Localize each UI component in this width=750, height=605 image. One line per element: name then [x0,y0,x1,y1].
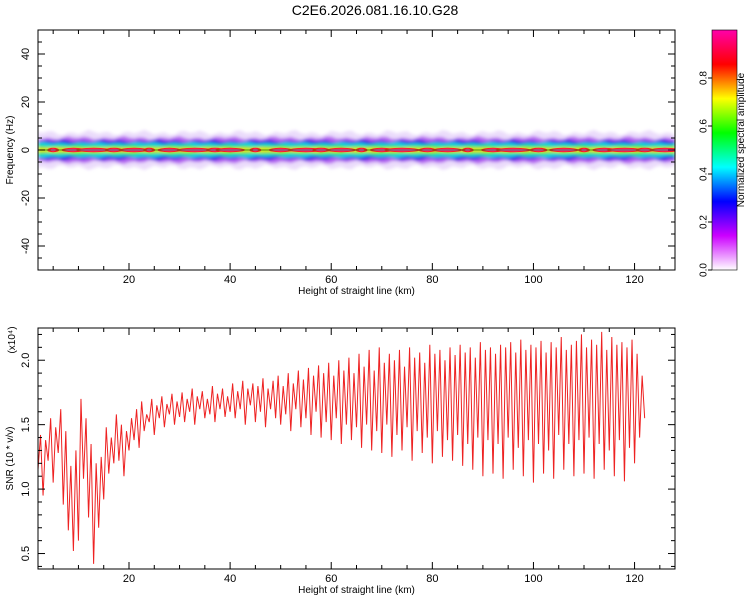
snr-y-ticks: 0.5 1.0 1.5 2.0 [20,333,675,567]
colorbar-tick-label: 0.0 [699,263,710,277]
x-tick-label: 100 [524,274,542,286]
snr-frame [37,327,676,570]
spectrogram-x-ticks: 20 40 60 80 100 120 [52,30,661,286]
snr-x-axis-label: Height of straight line (km) [298,585,415,596]
x-tick-label: 20 [123,274,135,286]
spectrogram-y-axis-label: Frequency (Hz) [5,116,16,185]
colorbar-tick-label: 0.2 [699,215,710,229]
colorbar-label: Normalized spectral amplitude [736,72,747,207]
y-tick-label: 0.5 [20,546,32,561]
snr-y-multiplier: (x10⁴) [7,326,18,353]
y-tick-label: 20 [20,96,32,108]
colorbar-ticks: 0.0 0.2 0.4 0.6 0.8 [699,71,712,277]
spectrogram-y-ticks: -40 -20 0 20 40 [20,29,675,271]
x-tick-label: 80 [426,573,438,585]
spectrogram-heatmap [38,129,675,171]
x-tick-label: 120 [625,274,643,286]
x-tick-label: 120 [625,573,643,585]
x-tick-label: 40 [224,274,236,286]
colorbar-tick-label: 0.4 [699,167,710,181]
colorbar-gradient [711,29,738,271]
snr-x-ticks: 20 40 60 80 100 120 [52,328,661,585]
y-tick-label: 40 [20,48,32,60]
snr-frame-border [37,327,676,570]
x-tick-label: 40 [224,573,236,585]
figure-title: C2E6.2026.081.16.10.G28 [291,2,459,18]
snr-panel: 20 40 60 80 100 120 0.5 1.0 1.5 2.0 Height of st… [5,326,676,596]
y-tick-label: 1.0 [20,481,32,496]
snr-series-line [38,331,646,564]
y-tick-label: 2.0 [20,353,32,368]
y-tick-label: -20 [20,190,32,206]
snr-y-axis-label: SNR (10 * v/v) [5,427,16,491]
y-tick-label: 1.5 [20,417,32,432]
x-tick-label: 60 [325,274,337,286]
x-tick-label: 80 [426,274,438,286]
spectrogram-x-axis-label: Height of straight line (km) [298,286,415,297]
x-tick-label: 60 [325,573,337,585]
colorbar-tick-label: 0.6 [699,119,710,133]
colorbar: 0.0 0.2 0.4 0.6 0.8 Normalized spectral ampl… [699,29,747,277]
colorbar-tick-label: 0.8 [699,71,710,85]
x-tick-label: 20 [123,573,135,585]
x-tick-label: 100 [524,573,542,585]
y-tick-label: -40 [20,238,32,254]
y-tick-label: 0 [20,147,32,153]
spectrogram-panel: 20 40 60 80 100 120 -40 -20 0 20 40 Height of str… [5,29,676,297]
